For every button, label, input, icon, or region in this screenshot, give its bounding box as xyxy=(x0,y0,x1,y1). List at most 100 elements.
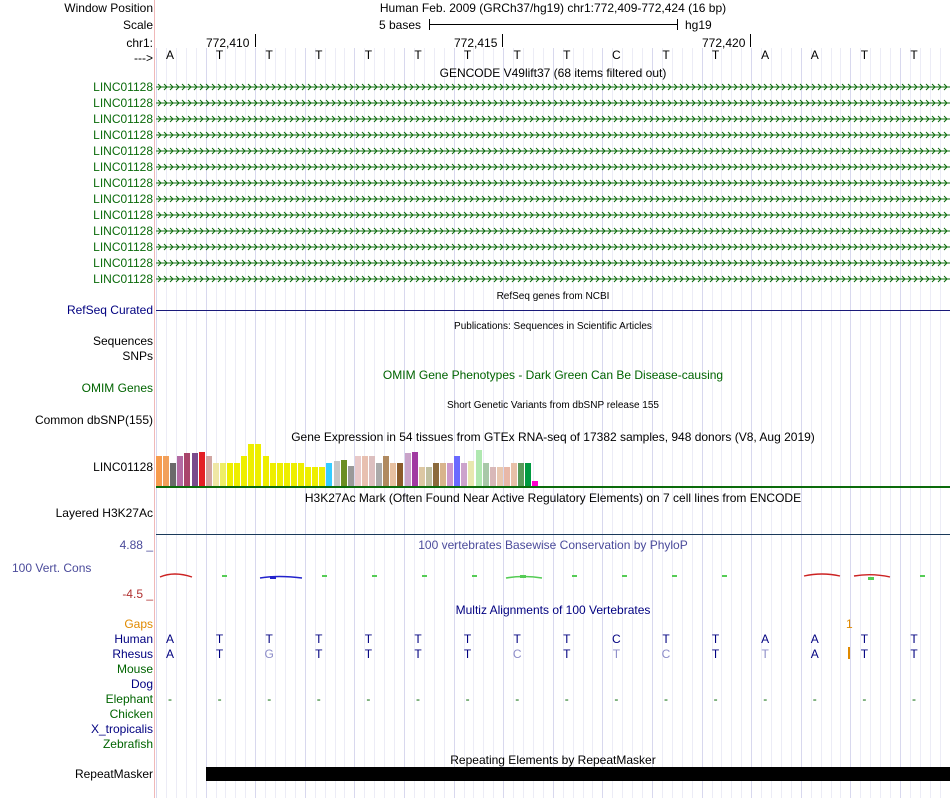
gtex-tissue-bar[interactable] xyxy=(269,463,276,486)
gencode-gene-label[interactable]: LINC01128 xyxy=(93,256,153,270)
gtex-tissue-bar[interactable] xyxy=(219,463,226,486)
gtex-tissue-bar[interactable] xyxy=(312,467,319,486)
gencode-gene-label[interactable]: LINC01128 xyxy=(93,144,153,158)
multiz-species-mouse[interactable]: Mouse xyxy=(116,662,153,676)
gtex-tissue-bar[interactable] xyxy=(475,450,482,486)
gencode-gene-label[interactable]: LINC01128 xyxy=(93,160,153,174)
gencode-gene-label[interactable]: LINC01128 xyxy=(93,192,153,206)
gencode-gene-label[interactable]: LINC01128 xyxy=(93,80,153,94)
gtex-tissue-bar[interactable] xyxy=(496,467,503,486)
multiz-species-gaps[interactable]: Gaps xyxy=(124,617,153,631)
gtex-tissue-bar[interactable] xyxy=(518,463,525,486)
omim-track-label[interactable]: OMIM Genes xyxy=(81,381,153,395)
gencode-gene-label[interactable]: LINC01128 xyxy=(93,240,153,254)
gtex-tissue-bar[interactable] xyxy=(198,452,205,486)
gencode-gene-feature[interactable] xyxy=(156,81,950,93)
gtex-tissue-bar[interactable] xyxy=(397,463,404,486)
dbsnp-track-label[interactable]: Common dbSNP(155) xyxy=(34,413,153,427)
gtex-tissue-bar[interactable] xyxy=(241,456,248,486)
repeatmasker-track-label[interactable]: RepeatMasker xyxy=(74,767,153,781)
gencode-gene-feature[interactable] xyxy=(156,113,950,125)
gtex-tissue-bar[interactable] xyxy=(383,456,390,486)
gtex-tissue-bar[interactable] xyxy=(447,463,454,486)
conservation-signal[interactable] xyxy=(156,565,950,585)
multiz-species-chicken[interactable]: Chicken xyxy=(109,707,153,721)
gtex-tissue-bar[interactable] xyxy=(440,463,447,486)
gtex-tissue-bar[interactable] xyxy=(234,463,241,486)
gtex-tissue-bar[interactable] xyxy=(468,461,475,486)
multiz-species-human[interactable]: Human xyxy=(114,632,153,646)
gtex-tissue-bar[interactable] xyxy=(333,461,340,486)
gencode-gene-feature[interactable] xyxy=(156,209,950,221)
h3k27ac-signal-line[interactable] xyxy=(156,534,950,535)
gtex-tissue-bar[interactable] xyxy=(283,463,290,486)
gtex-tissue-bar[interactable] xyxy=(418,467,425,486)
multiz-species-x-tropicalis[interactable]: X_tropicalis xyxy=(90,722,153,736)
gtex-tissue-bar[interactable] xyxy=(525,463,532,486)
gtex-tissue-bar[interactable] xyxy=(369,456,376,486)
conservation-track-label[interactable]: 100 Vert. Cons xyxy=(12,561,92,575)
gtex-tissue-bar[interactable] xyxy=(262,456,269,486)
refseq-gene-line[interactable] xyxy=(156,310,950,311)
gencode-gene-label[interactable]: LINC01128 xyxy=(93,96,153,110)
gencode-gene-feature[interactable] xyxy=(156,241,950,253)
gtex-tissue-bar[interactable] xyxy=(425,467,432,486)
gtex-tissue-bar[interactable] xyxy=(390,463,397,486)
gtex-tissue-bar[interactable] xyxy=(177,456,184,486)
gencode-gene-feature[interactable] xyxy=(156,257,950,269)
publications-sequences-label[interactable]: Sequences xyxy=(92,334,153,348)
gtex-tissue-bar[interactable] xyxy=(319,467,326,486)
gtex-tissue-bar[interactable] xyxy=(503,467,510,486)
h3k27ac-track-label[interactable]: Layered H3K27Ac xyxy=(55,506,153,520)
gtex-tissue-bar[interactable] xyxy=(432,463,439,486)
gencode-gene-feature[interactable] xyxy=(156,97,950,109)
gtex-tissue-bar[interactable] xyxy=(461,463,468,486)
gtex-tissue-bar[interactable] xyxy=(376,463,383,486)
gtex-tissue-bar[interactable] xyxy=(163,456,170,486)
refseq-track-label[interactable]: RefSeq Curated xyxy=(66,303,153,317)
gtex-tissue-bar[interactable] xyxy=(354,456,361,486)
gencode-gene-label[interactable]: LINC01128 xyxy=(93,224,153,238)
gencode-gene-label[interactable]: LINC01128 xyxy=(93,208,153,222)
gtex-tissue-bar[interactable] xyxy=(276,463,283,486)
gencode-gene-feature[interactable] xyxy=(156,161,950,173)
gtex-tissue-bar[interactable] xyxy=(205,456,212,486)
multiz-species-zebrafish[interactable]: Zebrafish xyxy=(102,737,153,751)
gtex-tissue-bar[interactable] xyxy=(347,466,354,486)
gtex-tissue-bar[interactable] xyxy=(227,463,234,486)
gtex-tissue-bar[interactable] xyxy=(482,463,489,486)
gtex-tissue-bar[interactable] xyxy=(248,444,255,486)
gencode-gene-label[interactable]: LINC01128 xyxy=(93,272,153,286)
repeatmasker-element[interactable] xyxy=(206,767,950,781)
gencode-gene-feature[interactable] xyxy=(156,129,950,141)
gtex-tissue-bar[interactable] xyxy=(326,463,333,486)
gtex-tissue-bar[interactable] xyxy=(191,453,198,486)
multiz-species-elephant[interactable]: Elephant xyxy=(105,692,153,706)
gencode-gene-feature[interactable] xyxy=(156,225,950,237)
gencode-gene-label[interactable]: LINC01128 xyxy=(93,128,153,142)
gencode-gene-feature[interactable] xyxy=(156,193,950,205)
publications-snps-label[interactable]: SNPs xyxy=(122,349,153,363)
gtex-tissue-bar[interactable] xyxy=(340,460,347,486)
gencode-gene-label[interactable]: LINC01128 xyxy=(93,112,153,126)
gencode-gene-label[interactable]: LINC01128 xyxy=(93,176,153,190)
gtex-tissue-bar[interactable] xyxy=(511,463,518,486)
gencode-gene-feature[interactable] xyxy=(156,273,950,285)
gtex-tissue-bar[interactable] xyxy=(156,456,163,486)
gtex-tissue-bar[interactable] xyxy=(170,463,177,486)
gtex-tissue-bar[interactable] xyxy=(454,456,461,486)
gtex-track-label[interactable]: LINC01128 xyxy=(93,460,153,474)
gtex-tissue-bar[interactable] xyxy=(290,463,297,486)
gencode-gene-feature[interactable] xyxy=(156,145,950,157)
gtex-tissue-bar[interactable] xyxy=(404,453,411,486)
gtex-tissue-bar[interactable] xyxy=(305,467,312,486)
gtex-tissue-bar[interactable] xyxy=(184,453,191,486)
gencode-gene-feature[interactable] xyxy=(156,177,950,189)
gtex-tissue-bar[interactable] xyxy=(212,463,219,486)
gtex-tissue-bar[interactable] xyxy=(361,456,368,486)
gtex-tissue-bar[interactable] xyxy=(255,444,262,486)
gtex-tissue-bar[interactable] xyxy=(532,481,539,486)
gtex-tissue-bar[interactable] xyxy=(489,467,496,486)
gtex-tissue-bar[interactable] xyxy=(411,452,418,486)
gtex-tissue-bar[interactable] xyxy=(298,463,305,486)
